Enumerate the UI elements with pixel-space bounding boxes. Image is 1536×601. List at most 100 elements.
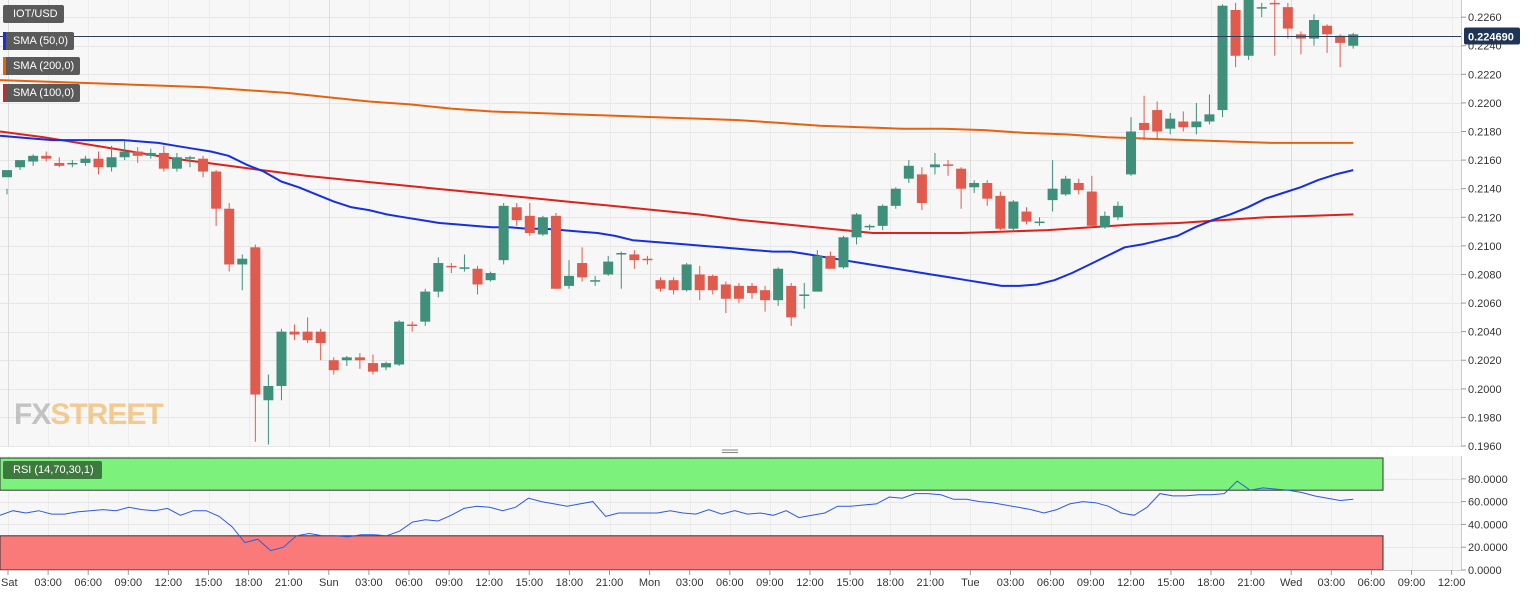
candle-up: [564, 260, 575, 289]
candle-up: [864, 224, 875, 231]
candle-body: [394, 321, 405, 365]
candle-body: [786, 285, 797, 318]
time-tick-label: 09:00: [435, 577, 463, 589]
candle-up: [838, 235, 849, 269]
candle-down: [642, 255, 653, 265]
candle-body: [1152, 110, 1163, 132]
candle-body: [224, 208, 235, 265]
symbol-label[interactable]: IOT/USD: [3, 5, 64, 23]
candle-up: [1165, 112, 1176, 135]
candle-up: [603, 255, 614, 276]
time-tick-label: 18:00: [876, 577, 904, 589]
candle-up: [1217, 4, 1228, 118]
candle-down: [511, 202, 522, 226]
time-tick-label: 03:00: [676, 577, 704, 589]
candle-body: [1269, 2, 1280, 5]
candle-up: [1099, 211, 1110, 229]
candle-body: [943, 164, 954, 166]
candle-up: [1191, 102, 1202, 135]
candle-up: [263, 374, 274, 445]
candle-up: [80, 155, 91, 166]
sma50-line: [0, 134, 1354, 287]
rsi-tick-label: 40.0000: [1468, 519, 1508, 531]
candle-body: [315, 331, 326, 344]
candle-body: [916, 174, 927, 203]
rsi-label: RSI (14,70,30,1): [13, 464, 94, 476]
time-tick-label: Sat: [1, 577, 18, 589]
last-price-badge: [1464, 27, 1520, 45]
candle-body: [41, 155, 52, 159]
price-tick-label: 0.2020: [1468, 355, 1502, 367]
candle-up: [929, 152, 940, 175]
candle-body: [2, 170, 12, 178]
candle-up: [681, 263, 692, 292]
candle-up: [394, 320, 405, 366]
time-tick-label: 12:00: [796, 577, 824, 589]
rsi-tick-label: 0.0000: [1468, 565, 1502, 577]
rsi-legend[interactable]: RSI (14,70,30,1): [3, 461, 102, 479]
candle-body: [119, 151, 130, 158]
candle-body: [171, 157, 182, 169]
sma50-label: SMA (50,0): [13, 35, 69, 47]
logo-street: STREET: [50, 398, 163, 431]
candle-body: [1204, 114, 1215, 122]
price-axis: 0.2260 0.2240 0.2220 0.2200 0.2180 0.2160 0.21…: [1461, 0, 1502, 453]
candle-down: [655, 277, 666, 292]
candle-down: [916, 167, 927, 211]
candle-body: [276, 331, 287, 386]
pane-divider-handle[interactable]: [721, 449, 739, 454]
time-tick-label: 21:00: [917, 577, 945, 589]
candle-up: [1047, 160, 1058, 212]
candle-body: [93, 158, 104, 168]
sma200-legend[interactable]: SMA (200,0): [3, 57, 81, 75]
candle-body: [890, 188, 901, 206]
sma50-legend[interactable]: SMA (50,0): [3, 32, 75, 50]
time-tick-label: 09:00: [1398, 577, 1426, 589]
candle-up: [1256, 2, 1267, 18]
candle-body: [106, 157, 117, 168]
candle-up: [171, 152, 182, 172]
candle-down: [354, 353, 365, 369]
candle-body: [381, 363, 392, 368]
candle-body: [799, 294, 810, 296]
candle-body: [459, 267, 470, 269]
time-tick-label: 03:00: [355, 577, 383, 589]
candle-down: [1086, 175, 1097, 228]
candle-up: [15, 160, 26, 171]
candle-up: [616, 251, 627, 289]
candle-down: [733, 283, 744, 304]
candle-up: [1060, 175, 1071, 196]
candle-body: [877, 205, 888, 226]
rsi-series-line: [0, 480, 1354, 552]
candle-body: [407, 324, 418, 326]
candle-body: [720, 284, 731, 299]
time-tick-label: 21:00: [275, 577, 303, 589]
candle-down: [367, 354, 378, 375]
sma50-swatch: [3, 32, 6, 50]
time-tick-label: 06:00: [1358, 577, 1386, 589]
price-tick-label: 0.2080: [1468, 269, 1502, 281]
sma100-swatch: [3, 84, 6, 102]
time-tick-label: 06:00: [395, 577, 423, 589]
time-tick-label: 09:00: [756, 577, 784, 589]
candle-down: [577, 247, 588, 282]
candle-body: [15, 160, 26, 168]
rsi-tick-label: 20.0000: [1468, 542, 1508, 554]
candle-up: [1112, 201, 1123, 221]
candle-body: [1021, 211, 1032, 222]
time-tick-label: 15:00: [1157, 577, 1185, 589]
candle-body: [550, 215, 561, 289]
candle-body: [864, 225, 875, 228]
candle-body: [1165, 118, 1176, 129]
candle-down: [158, 145, 169, 172]
sma100-legend[interactable]: SMA (100,0): [3, 84, 81, 102]
time-tick-label: 09:00: [115, 577, 143, 589]
candle-up: [903, 160, 914, 183]
candle-up: [537, 215, 548, 236]
candle-down: [198, 155, 209, 178]
candle-body: [603, 261, 614, 275]
candle-down: [1021, 207, 1032, 225]
candle-body: [367, 363, 378, 372]
candle-down: [720, 281, 731, 314]
